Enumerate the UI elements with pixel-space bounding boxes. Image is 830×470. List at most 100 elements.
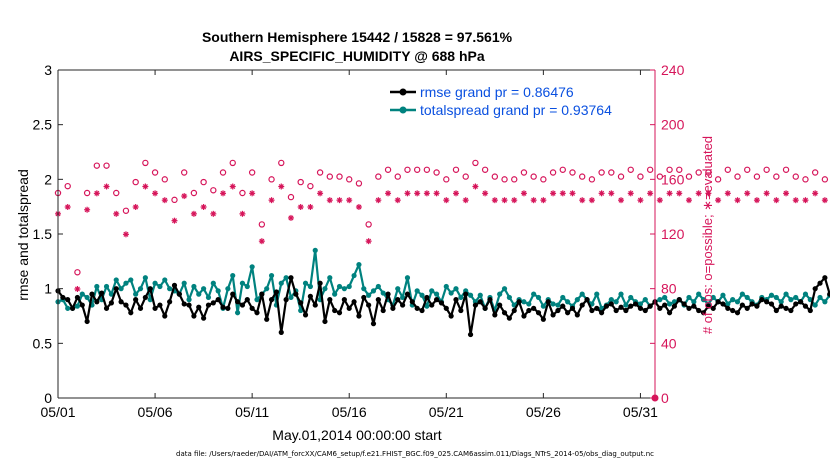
x-tick-label: 05/11	[235, 404, 269, 420]
evaluated-obs-marker	[734, 197, 741, 204]
rmse-point	[249, 305, 255, 311]
rmse-point	[288, 275, 294, 281]
totalspread-point	[162, 277, 168, 283]
rmse-point	[137, 305, 144, 311]
possible-obs-marker	[501, 176, 508, 183]
possible-obs-marker	[792, 173, 799, 180]
rmse-point	[472, 302, 479, 308]
possible-obs-marker	[578, 173, 586, 180]
evaluated-obs-stroke	[210, 211, 216, 217]
evaluated-obs-stroke	[249, 190, 255, 196]
rmse-point	[123, 302, 129, 308]
totalspread-point	[628, 294, 634, 301]
rmse-point	[162, 313, 168, 319]
rmse-point	[84, 318, 90, 325]
y-left-tick-label: 1	[44, 281, 52, 297]
possible-obs-marker	[287, 193, 295, 201]
totalspread-point	[380, 290, 386, 296]
evaluated-obs-stroke	[599, 190, 605, 196]
rmse-point	[759, 297, 765, 303]
evaluated-obs-marker	[472, 183, 479, 190]
rmse-point	[65, 297, 71, 303]
rmse-point	[623, 307, 629, 314]
totalspread-point	[526, 301, 532, 307]
evaluated-obs-stroke	[696, 190, 702, 196]
rmse-point	[293, 291, 299, 297]
rmse-point	[259, 291, 265, 297]
rmse-point	[521, 313, 527, 319]
y-right-tick-label: 200	[661, 117, 685, 133]
legend-spread-marker	[399, 106, 407, 114]
evaluated-obs-stroke	[628, 190, 634, 196]
evaluated-obs-marker	[530, 197, 537, 204]
rmse-point	[400, 302, 406, 308]
evaluated-obs-stroke	[511, 197, 517, 203]
possible-obs-marker	[64, 182, 71, 190]
evaluated-obs-stroke	[812, 190, 818, 196]
totalspread-point	[307, 283, 313, 290]
rmse-point	[302, 312, 309, 318]
legend-rmse-marker	[399, 88, 407, 96]
totalspread-point	[467, 292, 474, 298]
totalspread-point	[366, 292, 372, 298]
totalspread-point	[550, 301, 556, 307]
possible-obs-marker	[588, 176, 596, 183]
y-right-tick-label: 240	[661, 62, 685, 78]
evaluated-obs-stroke	[220, 190, 226, 196]
rmse-point	[429, 302, 435, 308]
rmse-point	[414, 305, 420, 311]
y-left-tick-label: 2	[44, 171, 52, 187]
totalspread-point	[361, 286, 367, 292]
rmse-point	[356, 313, 362, 319]
evaluated-obs-stroke	[443, 197, 449, 203]
possible-obs-marker	[248, 169, 256, 176]
evaluated-obs-marker	[705, 190, 712, 197]
evaluated-obs-stroke	[74, 286, 80, 292]
y-axis-label-right: # of obs: o=possible; ∗=evaluated	[700, 136, 715, 334]
evaluated-obs-stroke	[734, 197, 741, 203]
totalspread-point	[191, 283, 197, 290]
rmse-point	[69, 305, 76, 311]
totalspread-point	[152, 280, 158, 286]
rmse-point	[676, 297, 682, 303]
totalspread-point	[137, 286, 144, 292]
totalspread-point	[94, 283, 100, 290]
rmse-point	[152, 305, 158, 311]
possible-obs-marker	[753, 173, 761, 180]
possible-obs-marker	[336, 173, 343, 180]
totalspread-point	[419, 292, 425, 298]
totalspread-point	[302, 280, 309, 286]
rmse-point	[409, 299, 415, 305]
x-tick-label: 05/06	[138, 404, 173, 420]
evaluated-obs-stroke	[278, 183, 284, 190]
rmse-point	[307, 293, 313, 299]
possible-obs-marker	[472, 159, 479, 167]
x-axis-label: May.01,2014 00:00:00 start	[272, 427, 442, 443]
rmse-point	[579, 302, 585, 308]
totalspread-point	[768, 292, 775, 298]
rmse-point	[103, 305, 110, 311]
totalspread-point	[288, 294, 294, 301]
evaluated-obs-marker	[598, 190, 605, 197]
possible-obs-marker	[530, 173, 537, 180]
evaluated-obs-marker	[317, 190, 324, 197]
evaluated-obs-marker	[637, 197, 644, 204]
rmse-point	[332, 307, 338, 314]
totalspread-point	[666, 301, 673, 307]
rmse-point	[453, 297, 459, 303]
possible-obs-marker	[520, 169, 528, 176]
rmse-point	[696, 307, 702, 314]
evaluated-obs-stroke	[560, 190, 566, 196]
totalspread-point	[254, 297, 260, 303]
possible-obs-marker	[122, 207, 130, 214]
totalspread-point	[84, 294, 90, 301]
rmse-point	[322, 318, 328, 325]
chart-canvas: 05/01 05/06 05/11 05/16 05/21 05/26 05/3100.51…	[15, 29, 830, 443]
rmse-point	[244, 297, 250, 303]
totalspread-point	[327, 275, 333, 281]
rmse-point	[395, 297, 401, 303]
rmse-point	[113, 286, 119, 292]
rmse-point	[613, 307, 619, 314]
totalspread-point	[225, 286, 231, 292]
evaluated-obs-stroke	[705, 190, 711, 196]
